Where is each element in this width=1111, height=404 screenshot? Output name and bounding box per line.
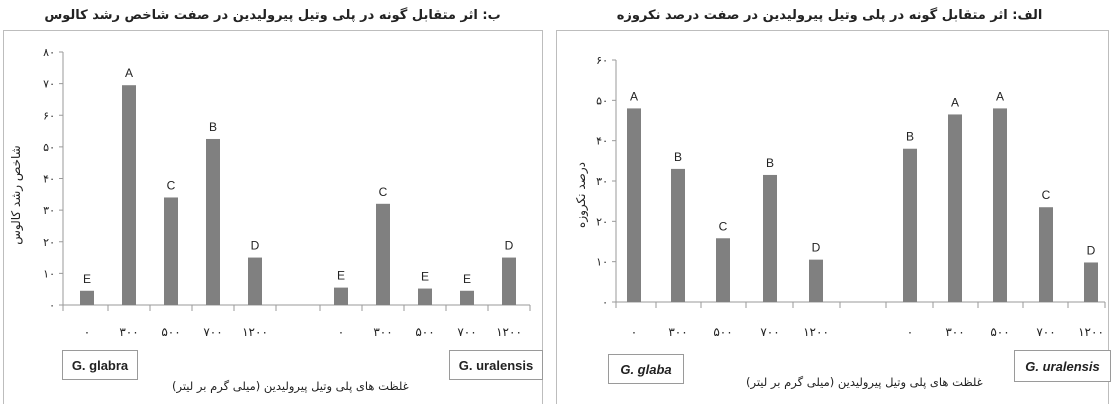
y-tick-label-b: ۳۰	[43, 204, 55, 217]
bar-letter-label-alef: A	[951, 95, 959, 109]
x-category-label-alef: ۷۰۰	[1036, 325, 1055, 339]
bar-alef	[671, 168, 685, 302]
bar-alef	[627, 108, 641, 303]
x-category-label-alef: ۳۰۰	[945, 325, 964, 339]
chart-title-b: ب: اثر متقابل گونه در پلی وتیل پیرولیدین…	[44, 8, 501, 23]
plot-frame-b	[3, 30, 543, 404]
bar-b	[334, 287, 348, 305]
x-category-label-b: ۷۰۰	[457, 325, 476, 339]
bar-letter-label-b: C	[167, 178, 176, 192]
bar-letter-label-alef: A	[996, 89, 1004, 103]
bar-letter-label-alef: A	[630, 89, 638, 103]
bar-letter-label-b: E	[83, 272, 91, 286]
bar-alef	[809, 259, 823, 302]
y-tick-label-alef: ۱۰	[596, 256, 608, 269]
y-tick-label-b: ۴۰	[43, 173, 55, 186]
x-category-label-alef: ۵۰۰	[990, 325, 1009, 339]
plot-frame-alef	[556, 30, 1109, 404]
bar-letter-label-b: A	[125, 66, 133, 80]
x-category-label-b: ۷۰۰	[203, 325, 222, 339]
chart-svg-alef: ۰ ۱۰ ۲۰ ۳۰ ۴۰ ۵۰ ۶۰ A ۰ B ۳۰۰ C ۵۰۰ B ۷۰۰ D ۱۲۰۰ B ۰ A ۳۰۰ A ۵…	[596, 54, 1106, 339]
bar-alef	[993, 108, 1007, 303]
y-tick-label-b: ۰	[49, 299, 55, 312]
species-label-glabra-b: G. glabra	[62, 350, 138, 380]
bar-b	[418, 288, 432, 305]
bar-b	[460, 290, 474, 305]
x-category-label-b: ۱۲۰۰	[496, 325, 522, 339]
bar-b	[206, 138, 220, 305]
x-category-label-b: ۳۰۰	[373, 325, 392, 339]
y-tick-label-alef: ۶۰	[596, 54, 608, 67]
bar-letter-label-alef: B	[766, 156, 774, 170]
x-axis-label-alef: غلظت های پلی وتیل پیرولیدین (میلی گرم بر…	[746, 375, 983, 389]
y-tick-label-b: ۵۰	[43, 141, 55, 154]
bar-letter-label-b: C	[379, 185, 388, 199]
y-axis-label-b: شاخص رشد کالوس	[9, 145, 23, 245]
bar-letter-label-alef: D	[1087, 243, 1096, 257]
bar-letter-label-alef: B	[674, 150, 682, 164]
bar-alef	[1039, 207, 1053, 302]
bar-letter-label-b: D	[505, 239, 514, 253]
x-category-label-b: ۵۰۰	[415, 325, 434, 339]
bar-b	[80, 290, 94, 305]
x-category-label-alef: ۵۰۰	[713, 325, 732, 339]
x-axis-label-b: غلظت های پلی وتیل پیرولیدین (میلی گرم بر…	[172, 379, 409, 393]
bar-b	[122, 85, 136, 305]
species-label-uralensis-alef: G. uralensis	[1014, 350, 1111, 382]
bar-alef	[903, 148, 917, 302]
bar-alef	[948, 114, 962, 302]
y-tick-label-alef: ۲۰	[596, 215, 608, 228]
x-category-label-b: ۳۰۰	[119, 325, 138, 339]
bar-alef	[763, 174, 777, 302]
x-category-label-b: ۱۲۰۰	[242, 325, 268, 339]
chart-panel-alef: الف: اثر متقابل گونه در پلی وتیل پیرولید…	[548, 0, 1111, 404]
bar-alef	[1084, 262, 1098, 302]
bar-letter-label-b: D	[251, 239, 260, 253]
x-category-label-alef: ۰	[631, 325, 637, 339]
x-category-label-b: ۰	[338, 325, 344, 339]
x-category-label-alef: ۳۰۰	[668, 325, 687, 339]
y-tick-label-b: ۲۰	[43, 236, 55, 249]
x-category-label-alef: ۱۲۰۰	[1078, 325, 1104, 339]
bar-b	[376, 203, 390, 305]
chart-svg-b: ۰ ۱۰ ۲۰ ۳۰ ۴۰ ۵۰ ۶۰ ۷۰ ۸۰ E ۰ A ۳۰۰ C ۵۰۰ B ۷۰۰ D ۱۲۰۰ E ۰ C ۳…	[43, 46, 531, 339]
bar-letter-label-alef: C	[1042, 188, 1051, 202]
species-label-glaba-alef: G. glaba	[608, 354, 684, 384]
x-category-label-alef: ۱۲۰۰	[803, 325, 829, 339]
y-axis-label-alef: درصد نکروزه	[574, 162, 588, 228]
bar-b	[502, 257, 516, 305]
bar-letter-label-alef: D	[812, 241, 821, 255]
bar-letter-label-b: B	[209, 120, 217, 134]
x-category-label-alef: ۷۰۰	[760, 325, 779, 339]
bar-b	[248, 257, 262, 305]
x-category-label-b: ۵۰۰	[161, 325, 180, 339]
y-tick-label-b: ۶۰	[43, 109, 55, 122]
bar-letter-label-alef: C	[719, 219, 728, 233]
bar-letter-label-b: E	[463, 272, 471, 286]
y-tick-label-alef: ۳۰	[596, 175, 608, 188]
chart-title-alef: الف: اثر متقابل گونه در پلی وتیل پیرولید…	[616, 8, 1043, 23]
y-tick-label-alef: ۰	[602, 296, 608, 309]
y-tick-label-b: ۸۰	[43, 46, 55, 59]
bar-alef	[716, 238, 730, 302]
bar-letter-label-b: E	[421, 270, 429, 284]
chart-panel-b: ب: اثر متقابل گونه در پلی وتیل پیرولیدین…	[0, 0, 545, 404]
bar-letter-label-b: E	[337, 269, 345, 283]
y-tick-label-b: ۱۰	[43, 267, 55, 280]
bar-letter-label-alef: B	[906, 130, 914, 144]
x-category-label-alef: ۰	[907, 325, 913, 339]
x-category-label-b: ۰	[84, 325, 90, 339]
y-tick-label-b: ۷۰	[43, 78, 55, 91]
bar-b	[164, 197, 178, 305]
y-tick-label-alef: ۴۰	[596, 135, 608, 148]
species-label-uralensis-b: G. uralensis	[449, 350, 543, 380]
y-tick-label-alef: ۵۰	[596, 94, 608, 107]
